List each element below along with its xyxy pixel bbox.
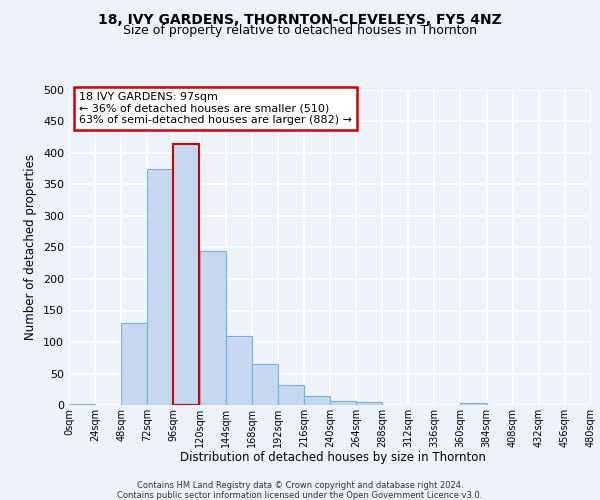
Bar	[461, 403, 487, 405]
Text: Contains HM Land Registry data © Crown copyright and database right 2024.: Contains HM Land Registry data © Crown c…	[137, 482, 463, 490]
Bar	[199, 250, 226, 405]
Text: Size of property relative to detached houses in Thornton: Size of property relative to detached ho…	[123, 24, 477, 37]
Text: Distribution of detached houses by size in Thornton: Distribution of detached houses by size …	[180, 451, 486, 464]
Bar	[252, 364, 278, 405]
Text: Contains public sector information licensed under the Open Government Licence v3: Contains public sector information licen…	[118, 490, 482, 500]
Bar	[148, 168, 173, 405]
Bar	[69, 404, 95, 405]
Bar	[226, 336, 252, 405]
Bar	[356, 402, 382, 405]
Bar	[121, 323, 148, 405]
Y-axis label: Number of detached properties: Number of detached properties	[25, 154, 37, 340]
Bar	[278, 385, 304, 405]
Bar	[330, 400, 356, 405]
Text: 18, IVY GARDENS, THORNTON-CLEVELEYS, FY5 4NZ: 18, IVY GARDENS, THORNTON-CLEVELEYS, FY5…	[98, 12, 502, 26]
Bar	[173, 144, 199, 405]
Bar	[304, 396, 330, 405]
Text: 18 IVY GARDENS: 97sqm
← 36% of detached houses are smaller (510)
63% of semi-det: 18 IVY GARDENS: 97sqm ← 36% of detached …	[79, 92, 352, 125]
